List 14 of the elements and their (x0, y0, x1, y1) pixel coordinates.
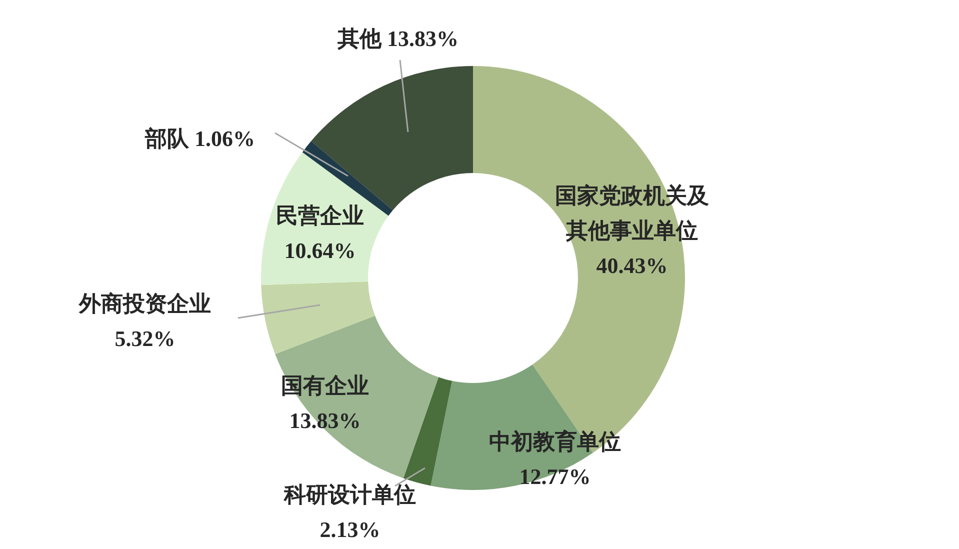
data-label: 40.43% (596, 252, 668, 278)
donut-slice (275, 316, 439, 478)
data-label: 5.32% (114, 326, 176, 350)
slice-label: 国家党政机关及其他事业单位 (555, 182, 709, 242)
donut-slice (261, 281, 376, 354)
data-label: 10.64% (284, 238, 356, 262)
slice-label: 外商投资企业 (78, 290, 211, 316)
slice-label: 民营企业 (276, 202, 364, 228)
slice-label: 部队 1.06% (144, 126, 255, 150)
slice-label: 科研设计单位 (283, 482, 416, 506)
slice-label: 其他 13.83% (336, 26, 458, 50)
donut-slice (403, 377, 452, 486)
data-label: 2.13% (320, 516, 380, 542)
slice-label: 中初教育单位 (489, 428, 621, 454)
